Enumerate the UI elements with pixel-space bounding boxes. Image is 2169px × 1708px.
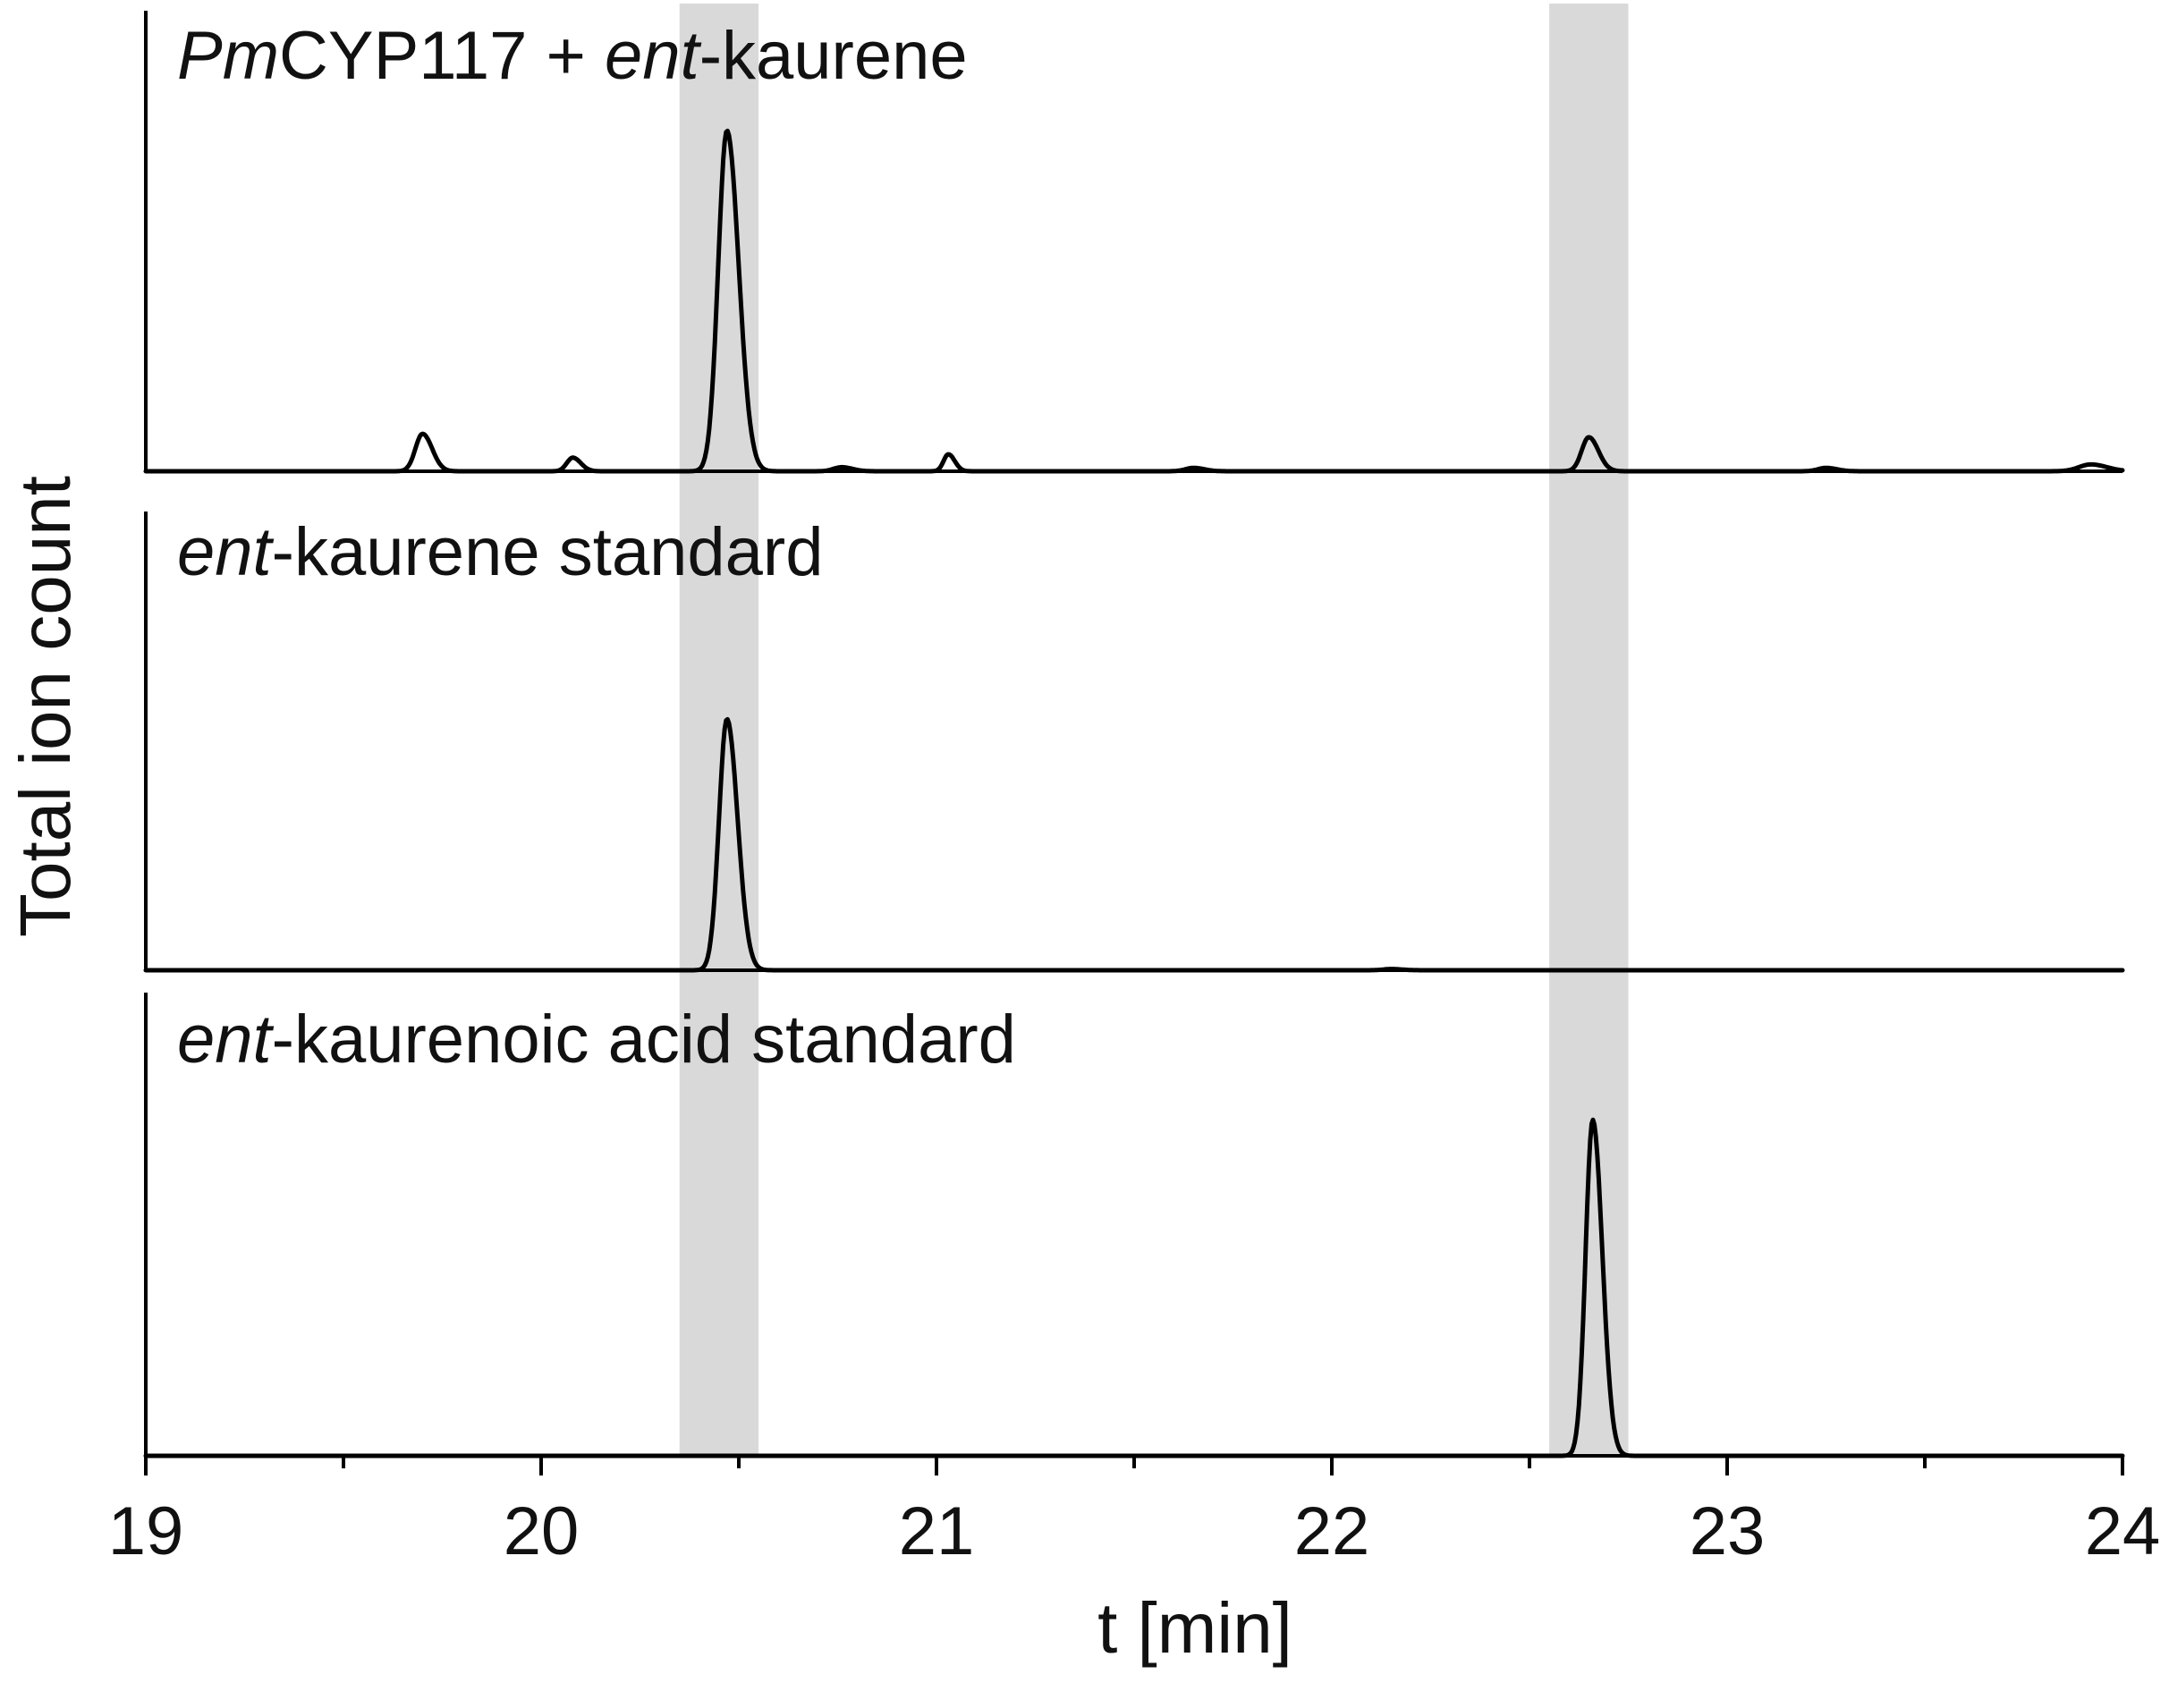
panel-1: PmCYP117 + ent-kaurene [143, 11, 2125, 474]
panel-3: ent-kaurenoic acid standard [143, 993, 2125, 1459]
panel-3-label: ent-kaurenoic acid standard [177, 1002, 1016, 1078]
panel-1-label-part-1: Pm [177, 18, 279, 94]
x-tick-label-21: 21 [899, 1493, 975, 1569]
x-axis: 19 20 21 22 23 24 [108, 1456, 2161, 1569]
panel-2-trace [143, 716, 2125, 973]
panel-2: ent-kaurene standard [143, 512, 2125, 973]
x-tick-label-23: 23 [1690, 1493, 1766, 1569]
y-axis-label: Total ion count [5, 476, 85, 937]
x-tick-label-20: 20 [504, 1493, 580, 1569]
x-axis-label: t [min] [1097, 1588, 1292, 1668]
highlight-bands [679, 4, 1629, 1456]
highlight-band-2 [1549, 4, 1629, 1456]
panel-2-label-part-2: -kaurene standard [272, 514, 824, 590]
x-tick-label-24: 24 [2085, 1493, 2161, 1569]
panel-1-label: PmCYP117 + ent-kaurene [177, 18, 968, 94]
panel-2-label: ent-kaurene standard [177, 514, 824, 590]
panel-1-label-part-4: -kaurene [699, 18, 968, 94]
x-tick-label-22: 22 [1294, 1493, 1370, 1569]
panel-3-trace [143, 1117, 2125, 1459]
panel-1-label-part-3: ent [605, 18, 702, 94]
panel-2-label-part-1: ent [177, 514, 275, 590]
panel-1-trace [143, 128, 2125, 474]
x-tick-label-19: 19 [108, 1493, 184, 1569]
panel-1-label-part-2: CYP117 + [279, 18, 605, 94]
panel-3-label-part-2: -kaurenoic acid standard [272, 1002, 1016, 1078]
panel-3-label-part-1: ent [177, 1002, 275, 1078]
